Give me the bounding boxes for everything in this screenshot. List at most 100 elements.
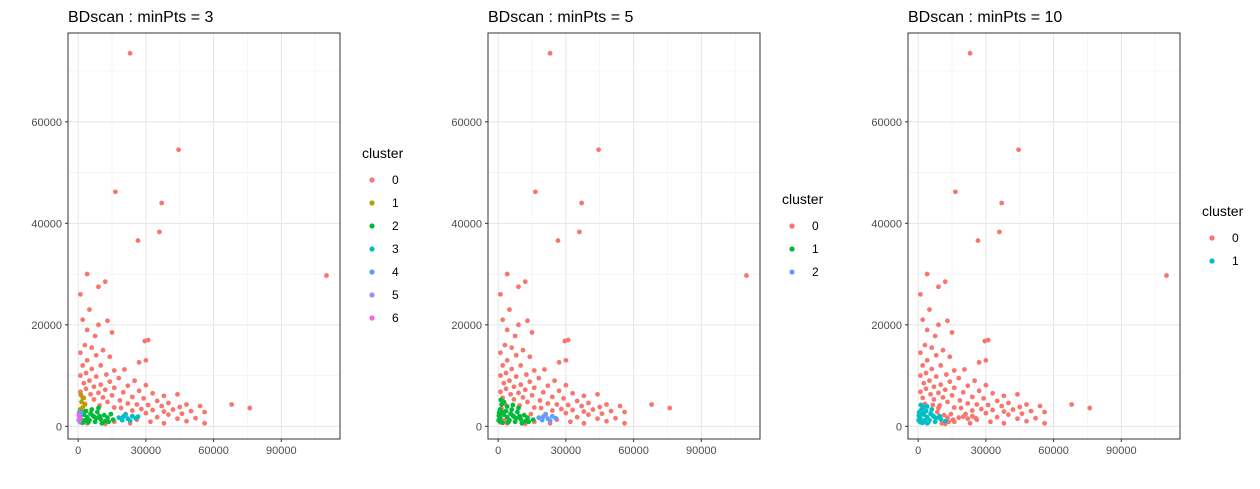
legend-key [1209,235,1215,241]
data-point [929,407,935,412]
data-point [951,385,957,391]
data-point [929,366,935,372]
data-point [949,392,955,398]
series-1 [496,397,536,426]
data-point [129,394,135,400]
data-point [1001,409,1007,414]
data-point [497,415,503,421]
data-point [525,415,530,421]
x-tick-label: 30000 [131,445,162,457]
data-point [982,338,988,344]
data-point [920,363,926,368]
legend-label: 0 [392,173,399,187]
data-point [170,407,176,412]
data-point [563,357,569,363]
data-point [940,347,946,353]
data-point [516,284,521,290]
data-point [510,413,516,419]
data-point [552,378,557,384]
data-point [516,390,521,396]
legend-key [369,177,375,183]
data-point [100,394,106,400]
data-point [990,407,996,413]
data-point [540,389,546,395]
data-point [936,284,941,290]
data-point [107,354,113,360]
data-point [958,405,964,411]
data-point [202,420,207,426]
data-point [999,403,1005,409]
data-point [622,420,627,426]
data-point [558,406,564,412]
data-point [166,412,171,418]
data-point [503,370,509,376]
data-point [135,414,141,420]
data-point [111,385,117,391]
data-point [1024,402,1029,407]
data-point [978,406,984,412]
data-point [78,350,83,356]
data-point [127,50,133,56]
data-point [562,338,568,344]
x-tick-label: 30000 [551,445,582,457]
data-point [542,367,547,372]
data-point [622,409,627,415]
data-point [107,379,113,385]
data-point [924,271,930,277]
y-tick-label: 0 [896,421,902,433]
data-point [500,363,506,368]
legend-key [789,246,795,252]
data-point [513,374,519,379]
data-point [80,317,86,323]
data-point [975,238,981,243]
data-point [150,407,156,413]
data-point [531,368,537,373]
data-point [142,338,148,344]
data-point [96,322,101,328]
data-point [529,330,535,335]
data-point [109,330,115,335]
legend: cluster 0 1 2 3 4 5 6 [362,145,404,325]
data-point [84,327,90,333]
data-point [965,383,971,389]
legend-key [789,269,795,275]
data-point [150,390,156,396]
data-point [744,273,749,278]
data-point [917,415,923,421]
data-point [595,416,600,422]
data-point [503,386,509,392]
data-point [924,404,930,409]
data-point [509,345,515,351]
data-point [973,415,979,421]
data-point [96,390,101,396]
legend-title: cluster [782,191,824,207]
data-point [936,405,941,411]
y-tick-label: 20000 [31,320,62,332]
data-point [981,396,987,401]
data-point [565,402,571,408]
data-point [91,397,97,402]
data-point [987,419,993,425]
data-point [924,327,930,333]
data-point [116,415,122,421]
data-point [98,363,104,368]
data-point [97,413,103,419]
data-point [947,354,953,360]
legend-key [1209,258,1215,264]
legend-key [369,292,375,298]
data-point [502,342,508,348]
legend-label: 1 [812,242,819,256]
data-point [80,363,86,368]
data-point [536,415,542,421]
series-6 [76,413,83,421]
data-point [512,333,518,339]
data-point [520,394,526,400]
data-point [918,389,923,395]
data-point [920,317,926,323]
data-point [93,352,99,358]
data-point [116,375,122,381]
data-point [613,415,618,421]
data-point [934,409,940,415]
